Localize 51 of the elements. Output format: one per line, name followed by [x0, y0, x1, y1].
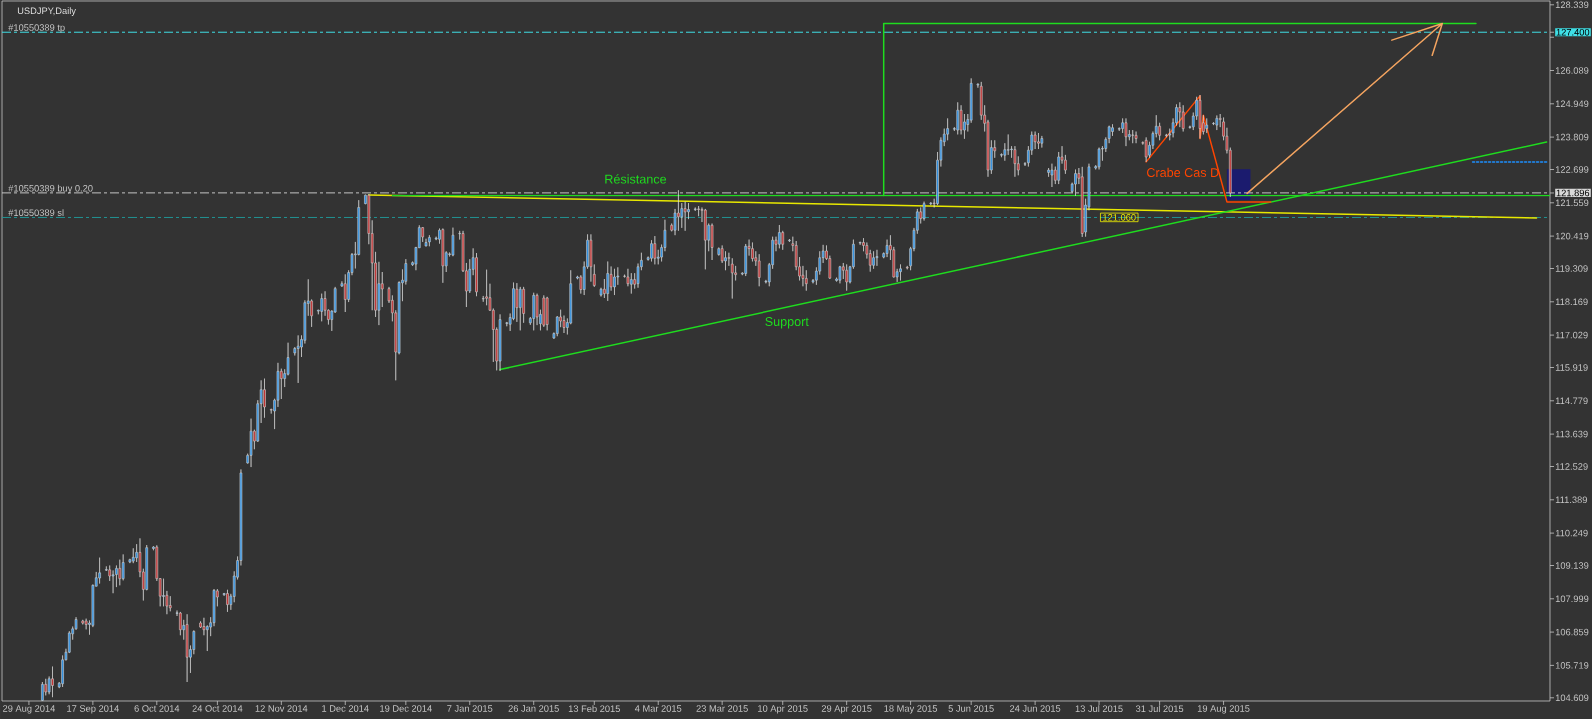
y-tick-label: 114.779: [1555, 397, 1588, 405]
y-tick-label: 127.400: [1556, 28, 1590, 36]
text: USDJPY,Daily: [17, 7, 76, 16]
y-tick-label: 120.419: [1555, 232, 1589, 240]
x-tick-label: 1 Dec 2014: [322, 705, 369, 712]
y-tick-label: 112.529: [1555, 463, 1588, 470]
x-tick-label: 13 Feb 2015: [568, 705, 620, 713]
y-tick-label: 106.859: [1555, 628, 1589, 636]
y-tick-label: 111.389: [1555, 496, 1587, 504]
y-tick-label: 121.559: [1555, 199, 1589, 207]
y-tick-label: 126.089: [1555, 67, 1589, 74]
x-tick-label: 19 Dec 2014: [380, 705, 432, 712]
series-label: Crabe Cas D: [1147, 167, 1219, 178]
y-tick-label: 104.609: [1555, 694, 1589, 702]
y-tick-label: 124.949: [1555, 100, 1589, 108]
x-tick-label: 13 Jul 2015: [1075, 705, 1123, 713]
x-tick-label: 24 Oct 2014: [192, 705, 243, 712]
y-tick-label: 122.699: [1555, 166, 1589, 173]
y-tick-label: 121.896: [1556, 189, 1590, 197]
x-tick-label: 7 Jan 2015: [447, 705, 493, 712]
annotation: 121.060: [1103, 214, 1136, 221]
ref-line-label: #10550389 tp: [8, 24, 65, 33]
x-tick-label: 24 Jun 2015: [1009, 705, 1061, 712]
y-tick-label: 115.919: [1555, 364, 1588, 371]
y-tick-label: 118.169: [1555, 298, 1588, 306]
x-tick-label: 17 Sep 2014: [67, 705, 119, 714]
x-tick-label: 29 Apr 2015: [821, 705, 872, 714]
ref-line-label: #10550389 buy 0.20: [8, 184, 93, 194]
y-tick-label: 107.999: [1555, 595, 1589, 603]
y-tick-label: 119.309: [1555, 265, 1588, 272]
x-tick-label: 23 Mar 2015: [696, 705, 748, 712]
x-tick-label: 31 Jul 2015: [1135, 705, 1184, 713]
x-tick-label: 18 May 2015: [884, 705, 938, 714]
x-tick-label: 19 Aug 2015: [1197, 705, 1250, 714]
x-tick-label: 4 Mar 2015: [634, 705, 682, 712]
y-tick-label: 128.339: [1555, 1, 1589, 9]
x-tick-label: 10 Apr 2015: [758, 705, 808, 714]
y-tick-label: 113.639: [1555, 430, 1588, 438]
series-label: Résistance: [605, 174, 667, 184]
x-tick-label: 12 Nov 2014: [255, 705, 308, 712]
y-tick-label: 105.719: [1555, 662, 1589, 669]
x-tick-label: 26 Jan 2015: [508, 705, 559, 712]
y-tick-label: 110.249: [1555, 529, 1588, 537]
x-tick-label: 29 Aug 2014: [3, 705, 56, 714]
y-tick-label: 117.029: [1555, 331, 1588, 339]
y-tick-label: 109.139: [1555, 562, 1589, 569]
series-label: Support: [765, 317, 809, 329]
y-tick-label: 123.809: [1555, 133, 1589, 141]
x-tick-label: 5 Jun 2015: [948, 705, 994, 712]
x-tick-label: 6 Oct 2014: [134, 705, 180, 712]
ref-line-label: #10550389 sl: [8, 209, 64, 216]
